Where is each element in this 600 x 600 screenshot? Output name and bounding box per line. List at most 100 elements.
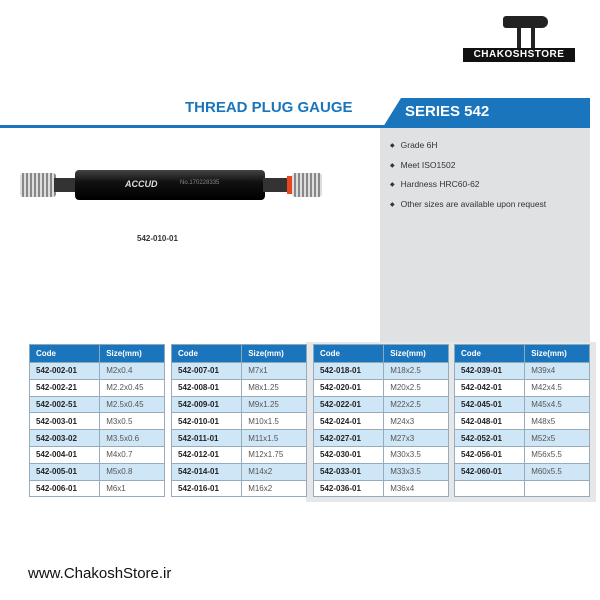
size-cell: M2.5x0.45 [99,395,165,414]
size-header: Size(mm) [383,344,449,363]
series-label: SERIES 542 [405,103,490,120]
table-row: 542-042-01 M42x4.5 [453,378,590,397]
table-header: Code Size(mm) [312,344,449,363]
anvil-icon [517,28,535,48]
code-cell: 542-022-01 [312,395,385,414]
code-cell: 542-039-01 [453,362,526,380]
size-cell: M10x1.5 [241,412,307,431]
table-row: 542-006-01 M6x1 [28,479,165,498]
code-header: Code [453,344,526,363]
size-cell: M7x1 [241,362,307,380]
code-header: Code [28,344,101,363]
table-row: 542-039-01 M39x4 [453,362,590,380]
size-cell: M20x2.5 [383,378,449,397]
size-cell: M27x3 [383,429,449,447]
table-row: 542-002-21 M2.2x0.45 [28,378,165,397]
table-row: 542-009-01 M9x1.25 [170,395,307,414]
page-title: THREAD PLUG GAUGE [185,99,353,116]
size-cell: M12x1.75 [241,445,307,464]
table-row: 542-007-01 M7x1 [170,362,307,380]
size-cell: M30x3.5 [383,445,449,464]
table-row: 542-024-01 M24x3 [312,412,449,431]
code-cell: 542-009-01 [170,395,243,414]
table-row: 542-022-01 M22x2.5 [312,395,449,414]
table-header: Code Size(mm) [453,344,590,363]
size-header: Size(mm) [241,344,307,363]
feature-item: Meet ISO1502 [390,160,590,180]
logo-text: CHAKOSHSTORE [463,48,575,62]
code-cell: 542-003-02 [28,429,101,447]
size-cell: M3x0.5 [99,412,165,431]
code-cell: 542-020-01 [312,378,385,397]
size-cell: M60x5.5 [524,462,590,481]
code-cell: 542-024-01 [312,412,385,431]
table-row: 542-005-01 M5x0.8 [28,462,165,481]
table-row: 542-018-01 M18x2.5 [312,362,449,380]
table-row: 542-011-01 M11x1.5 [170,429,307,447]
size-cell: M42x4.5 [524,378,590,397]
table-row [453,479,590,498]
size-cell: M48x5 [524,412,590,431]
nogo-thread [292,173,322,197]
code-cell: 542-048-01 [453,412,526,431]
code-cell [453,479,526,498]
product-code: 542-010-01 [137,234,178,243]
size-cell: M6x1 [99,479,165,498]
code-cell: 542-007-01 [170,362,243,380]
code-cell: 542-042-01 [453,378,526,397]
code-cell: 542-010-01 [170,412,243,431]
website-url: www.ChakoshStore.ir [28,565,172,582]
size-cell: M24x3 [383,412,449,431]
table-row: 542-003-01 M3x0.5 [28,412,165,431]
size-cell: M33x3.5 [383,462,449,481]
size-cell: M45x4.5 [524,395,590,414]
code-cell: 542-027-01 [312,429,385,447]
size-cell: M8x1.25 [241,378,307,397]
table-row: 542-036-01 M36x4 [312,479,449,498]
code-cell: 542-033-01 [312,462,385,481]
size-table: Code Size(mm) 542-002-01 M2x0.4 542-002-21 M2… [28,344,165,498]
table-row: 542-004-01 M4x0.7 [28,445,165,464]
table-row: 542-003-02 M3.5x0.6 [28,429,165,447]
table-row: 542-060-01 M60x5.5 [453,462,590,481]
size-cell: M36x4 [383,479,449,498]
code-cell: 542-036-01 [312,479,385,498]
size-cell [524,479,590,498]
code-cell: 542-045-01 [453,395,526,414]
go-thread [20,173,56,197]
code-cell: 542-012-01 [170,445,243,464]
size-cell: M16x2 [241,479,307,498]
nogo-ring [287,176,292,194]
table-row: 542-045-01 M45x4.5 [453,395,590,414]
table-row: 542-033-01 M33x3.5 [312,462,449,481]
table-row: 542-056-01 M56x5.5 [453,445,590,464]
code-cell: 542-056-01 [453,445,526,464]
table-header: Code Size(mm) [28,344,165,363]
neck [54,178,78,192]
table-header: Code Size(mm) [170,344,307,363]
size-header: Size(mm) [524,344,590,363]
size-table: Code Size(mm) 542-039-01 M39x4 542-042-01 M42… [453,344,590,498]
code-cell: 542-008-01 [170,378,243,397]
table-row: 542-052-01 M52x5 [453,429,590,447]
table-row: 542-014-01 M14x2 [170,462,307,481]
code-header: Code [312,344,385,363]
size-cell: M4x0.7 [99,445,165,464]
table-row: 542-030-01 M30x3.5 [312,445,449,464]
size-cell: M11x1.5 [241,429,307,447]
code-header: Code [170,344,243,363]
code-cell: 542-030-01 [312,445,385,464]
code-cell: 542-011-01 [170,429,243,447]
header-divider [0,125,590,128]
table-row: 542-048-01 M48x5 [453,412,590,431]
code-cell: 542-014-01 [170,462,243,481]
hammer-icon [503,16,548,28]
code-cell: 542-003-01 [28,412,101,431]
serial-label: No.170228335 [180,180,220,186]
table-row: 542-002-51 M2.5x0.45 [28,395,165,414]
code-cell: 542-005-01 [28,462,101,481]
table-row: 542-008-01 M8x1.25 [170,378,307,397]
table-row: 542-016-01 M16x2 [170,479,307,498]
series-tab: SERIES 542 [383,98,590,127]
size-cell: M18x2.5 [383,362,449,380]
